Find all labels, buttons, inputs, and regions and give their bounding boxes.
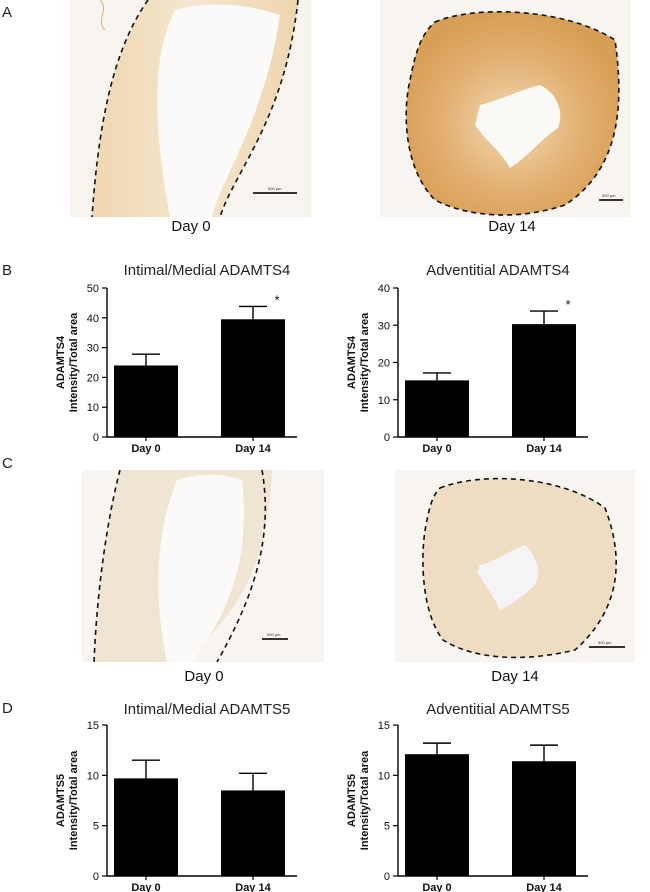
bar [221,790,285,876]
scale-bar-label: 500 µm [598,640,612,645]
y-tick-label: 10 [87,770,99,782]
y-tick-label: 15 [87,720,99,732]
y-tick-label: 15 [378,720,390,732]
micrograph-adamts5-day14: 500 µm [395,470,635,662]
scale-bar [262,638,288,640]
panel-label-b: B [2,262,13,279]
y-tick-label: 40 [87,313,99,325]
caption-a-day14: Day 14 [488,218,536,235]
caption-a-day0: Day 0 [171,218,211,235]
micrograph-adamts4-day14: 500 µm [380,0,630,217]
chart-title: Intimal/Medial ADAMTS4 [124,262,291,279]
significance-marker: * [274,292,279,307]
y-tick-label: 5 [384,821,390,833]
bar [405,380,469,437]
bar [405,754,469,876]
y-tick-label: 0 [93,871,99,883]
y-tick-label: 0 [384,432,390,444]
y-axis-label: ADAMTS4 [346,335,358,389]
chart-title: Intimal/Medial ADAMTS5 [124,701,291,718]
x-tick-label: Day 14 [526,882,562,892]
chart-adventitial-adamts4-svg: Adventitial ADAMTS4 ADAMTS4 Intensity/Tota… [346,262,588,455]
panel-label-d: D [2,700,13,717]
bar [114,365,178,437]
y-tick-label: 5 [93,821,99,833]
bar [512,761,576,876]
bar [114,778,178,876]
scale-bar-label: 500 µm [267,632,281,637]
panel-label-c: C [2,455,13,472]
scale-bar [589,646,625,648]
significance-marker: * [565,297,570,312]
caption-c-day0: Day 0 [184,668,224,685]
y-tick-label: 20 [87,372,99,384]
x-tick-label: Day 0 [422,443,451,455]
scale-bar [599,199,623,201]
chart-intimal-medial-adamts5-svg: Intimal/Medial ADAMTS5 ADAMTS5 Intensity/T… [55,701,297,892]
chart-title: Adventitial ADAMTS4 [426,262,569,279]
chart-title: Adventitial ADAMTS5 [426,701,569,718]
y-axis-label: ADAMTS5 [346,774,358,827]
y-tick-label: 0 [93,432,99,444]
micrograph-adamts5-day0: 500 µm [82,470,324,662]
scale-bar-label: 500 µm [268,186,282,191]
micrograph-adamts4-day14-image [380,0,630,217]
micrograph-adamts4-day0: 500 µm [70,0,311,217]
bar [221,319,285,437]
y-tick-label: 20 [378,358,390,370]
x-tick-label: Day 14 [235,882,271,892]
x-tick-label: Day 14 [526,443,562,455]
caption-c-day14: Day 14 [491,668,539,685]
x-tick-label: Day 14 [235,443,271,455]
chart-adventitial-adamts5-svg: Adventitial ADAMTS5 ADAMTS5 Intensity/Tota… [346,701,588,892]
micrograph-adamts4-day0-image [70,0,311,217]
y-axis-label: ADAMTS4 [55,335,67,389]
y-axis-label: Intensity/Total area [359,312,371,412]
y-tick-label: 10 [378,395,390,407]
x-tick-label: Day 0 [131,443,160,455]
chart-intimal-medial-adamts4-svg: Intimal/Medial ADAMTS4 ADAMTS4 Intensity/T… [55,262,297,455]
chart-adventitial-adamts5: Adventitial ADAMTS5 ADAMTS5 Intensity/Tota… [330,695,650,892]
chart-intimal-medial-adamts5: Intimal/Medial ADAMTS5 ADAMTS5 Intensity/T… [0,695,330,892]
x-tick-label: Day 0 [422,882,451,892]
y-tick-label: 40 [378,283,390,295]
y-tick-label: 10 [378,770,390,782]
y-axis-label: Intensity/Total area [68,750,80,850]
micrograph-adamts5-day14-image [395,470,635,662]
y-axis-label: Intensity/Total area [359,750,371,850]
y-tick-label: 0 [384,871,390,883]
x-tick-label: Day 0 [131,882,160,892]
bar [512,324,576,437]
y-tick-label: 50 [87,283,99,295]
panel-label-a: A [2,4,13,21]
chart-intimal-medial-adamts4: Intimal/Medial ADAMTS4 ADAMTS4 Intensity/T… [0,255,330,460]
chart-adventitial-adamts4: Adventitial ADAMTS4 ADAMTS4 Intensity/Tota… [330,255,650,460]
micrograph-adamts5-day0-image [82,470,324,662]
y-axis-label: ADAMTS5 [55,774,67,827]
scale-bar-label: 500 µm [602,193,616,198]
y-axis-label: Intensity/Total area [68,312,80,412]
y-tick-label: 30 [378,320,390,332]
y-tick-label: 30 [87,343,99,355]
scale-bar [253,192,297,194]
y-tick-label: 10 [87,402,99,414]
